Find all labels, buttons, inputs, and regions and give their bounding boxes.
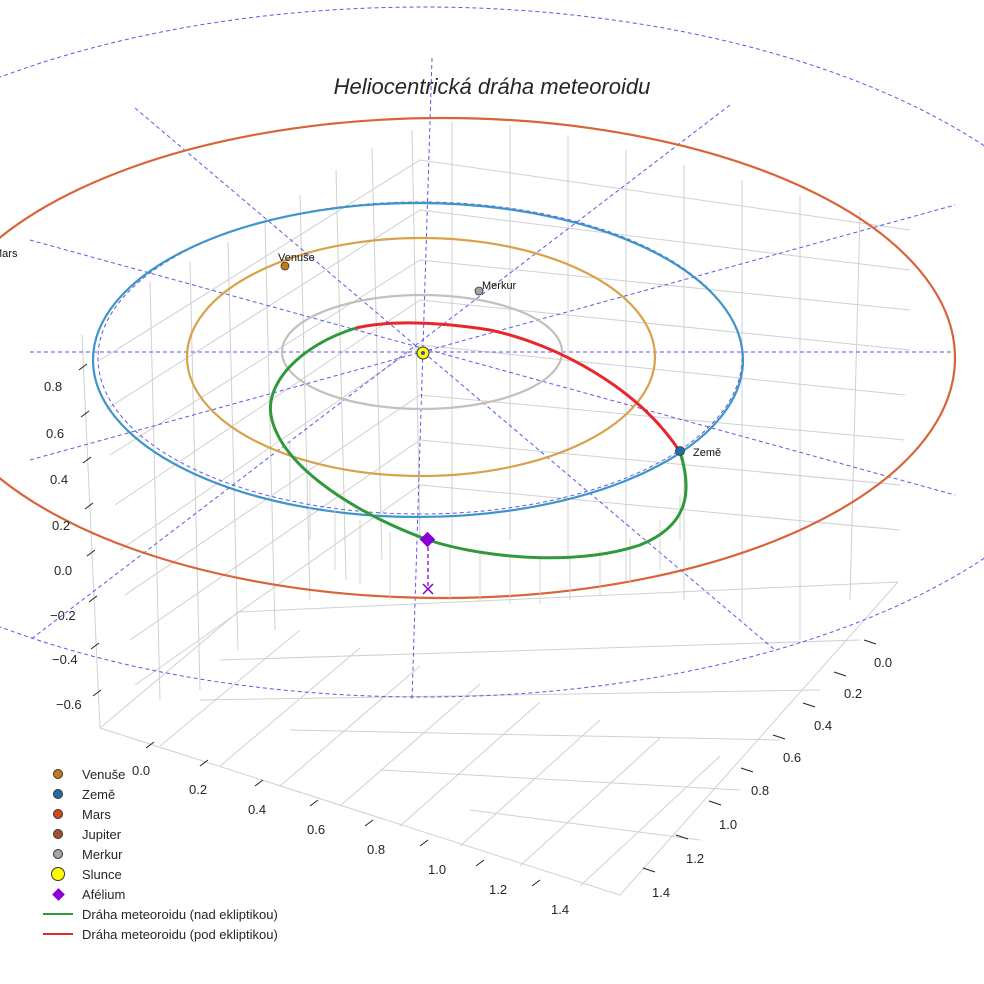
svg-text:0.8: 0.8 bbox=[751, 783, 769, 798]
svg-text:1.4: 1.4 bbox=[652, 885, 670, 900]
x-tick-labels: 0.0 0.2 0.4 0.6 0.8 1.0 1.2 1.4 bbox=[132, 763, 569, 917]
earth-label: Země bbox=[693, 447, 721, 459]
svg-text:1.4: 1.4 bbox=[551, 902, 569, 917]
legend-item-orbit-below: Dráha meteoroidu (pod ekliptikou) bbox=[40, 924, 278, 944]
legend-item-earth: Země bbox=[40, 784, 278, 804]
mars-orbit bbox=[0, 116, 956, 600]
svg-text:−0.4: −0.4 bbox=[52, 652, 78, 667]
aphelion-projection-marker bbox=[422, 583, 434, 595]
mercury-label: Merkur bbox=[482, 280, 517, 292]
svg-text:0.4: 0.4 bbox=[248, 802, 266, 817]
svg-text:0.4: 0.4 bbox=[814, 718, 832, 733]
svg-text:0.2: 0.2 bbox=[52, 518, 70, 533]
red-line-icon bbox=[43, 933, 73, 935]
svg-text:0.6: 0.6 bbox=[46, 426, 64, 441]
svg-text:0.0: 0.0 bbox=[132, 763, 150, 778]
legend-label: Země bbox=[82, 786, 116, 802]
meteoroid-orbit-above bbox=[269, 326, 688, 560]
earth-dot-icon bbox=[53, 789, 63, 799]
x-axis bbox=[145, 741, 541, 887]
sun-circle-icon bbox=[51, 867, 65, 881]
svg-text:0.8: 0.8 bbox=[367, 842, 385, 857]
y-tick-labels: 0.0 0.2 0.4 0.6 0.8 1.0 1.2 1.4 bbox=[652, 655, 892, 900]
legend-item-aphelion: Afélium bbox=[40, 884, 278, 904]
svg-text:1.2: 1.2 bbox=[686, 851, 704, 866]
z-tick-labels: 0.8 0.6 0.4 0.2 0.0 −0.2 −0.4 −0.6 bbox=[44, 379, 82, 712]
y-axis bbox=[642, 639, 877, 873]
legend-label: Mars bbox=[82, 806, 111, 822]
svg-text:0.0: 0.0 bbox=[874, 655, 892, 670]
venus-marker bbox=[280, 261, 290, 271]
planet-orbits bbox=[0, 116, 956, 600]
mercury-dot-icon bbox=[53, 849, 63, 859]
legend-label: Merkur bbox=[82, 846, 123, 862]
svg-text:0.6: 0.6 bbox=[783, 750, 801, 765]
svg-text:0.0: 0.0 bbox=[54, 563, 72, 578]
mercury-marker bbox=[474, 286, 484, 296]
diamond-icon bbox=[51, 887, 65, 901]
legend-label: Afélium bbox=[82, 886, 126, 902]
venus-orbit bbox=[185, 236, 657, 478]
legend-item-orbit-above: Dráha meteoroidu (nad ekliptikou) bbox=[40, 904, 278, 924]
svg-text:1.0: 1.0 bbox=[719, 817, 737, 832]
aphelion-marker bbox=[419, 531, 436, 548]
venus-dot-icon bbox=[53, 769, 63, 779]
mercury-orbit bbox=[280, 293, 564, 411]
jupiter-dot-icon bbox=[53, 829, 63, 839]
legend: Venuše Země Mars Jupiter Merkur Slunce A… bbox=[40, 764, 278, 944]
venus-label: Venuše bbox=[278, 252, 315, 264]
earth-orbit bbox=[91, 201, 745, 519]
z-axis bbox=[78, 363, 102, 697]
legend-label: Dráha meteoroidu (nad ekliptikou) bbox=[82, 906, 278, 922]
sun-center bbox=[421, 351, 425, 355]
svg-text:0.2: 0.2 bbox=[189, 782, 207, 797]
mars-label: Mars bbox=[0, 248, 18, 260]
svg-text:1.2: 1.2 bbox=[489, 882, 507, 897]
svg-text:0.4: 0.4 bbox=[50, 472, 68, 487]
earth-marker bbox=[675, 446, 685, 456]
svg-text:0.2: 0.2 bbox=[844, 686, 862, 701]
legend-label: Dráha meteoroidu (pod ekliptikou) bbox=[82, 926, 278, 942]
legend-item-mercury: Merkur bbox=[40, 844, 278, 864]
svg-text:1.0: 1.0 bbox=[428, 862, 446, 877]
legend-item-jupiter: Jupiter bbox=[40, 824, 278, 844]
legend-item-sun: Slunce bbox=[40, 864, 278, 884]
chart-title: Heliocentrická dráha meteoroidu bbox=[333, 74, 651, 99]
svg-text:0.8: 0.8 bbox=[44, 379, 62, 394]
drop-lines bbox=[289, 440, 681, 604]
green-line-icon bbox=[43, 913, 73, 915]
mars-dot-icon bbox=[53, 809, 63, 819]
svg-text:−0.2: −0.2 bbox=[50, 608, 76, 623]
legend-label: Slunce bbox=[82, 866, 122, 882]
svg-text:−0.6: −0.6 bbox=[56, 697, 82, 712]
legend-label: Jupiter bbox=[82, 826, 122, 842]
meteoroid-orbit-below bbox=[355, 321, 682, 453]
svg-text:0.6: 0.6 bbox=[307, 822, 325, 837]
legend-label: Venuše bbox=[82, 766, 126, 782]
legend-item-venus: Venuše bbox=[40, 764, 278, 784]
legend-item-mars: Mars bbox=[40, 804, 278, 824]
